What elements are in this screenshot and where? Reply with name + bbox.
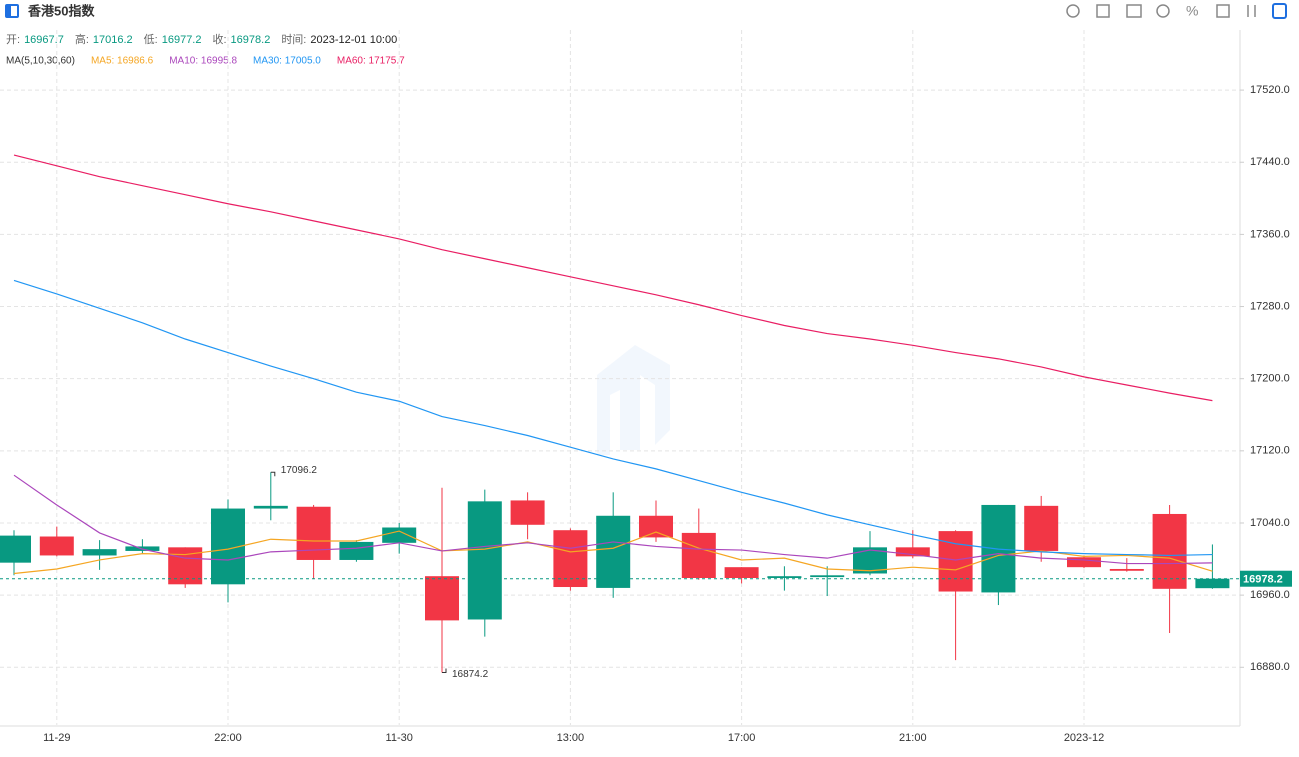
watermark [597, 345, 670, 455]
y-tick-label: 17040.0 [1250, 517, 1290, 529]
candle-body [1067, 557, 1101, 568]
ohlc-label: 收: [212, 32, 226, 46]
candle-body [639, 515, 673, 538]
candle-body [724, 567, 759, 578]
ma-line [13, 154, 1213, 402]
ohlc-value: 16978.2 [231, 34, 271, 46]
candle-body [510, 500, 545, 525]
ohlc-value: 17016.2 [93, 34, 133, 46]
candle-body [681, 532, 716, 578]
legend-entry: MA30: 17005.0 [253, 56, 321, 67]
panel-button[interactable] [1272, 3, 1287, 19]
ohlc-value: 16967.7 [24, 34, 64, 46]
legend-entry: MA60: 17175.7 [337, 56, 405, 67]
refresh-button[interactable] [1066, 4, 1080, 18]
x-tick-label: 17:00 [728, 732, 756, 744]
candle-body [425, 576, 459, 621]
ma-line [13, 474, 1213, 565]
grid-button[interactable] [1216, 4, 1230, 18]
pie-button[interactable] [1156, 4, 1170, 18]
y-tick-label: 17200.0 [1250, 373, 1290, 385]
candle-body [767, 576, 802, 578]
y-tick-label: 17120.0 [1250, 445, 1290, 457]
y-tick-label: 16880.0 [1250, 661, 1290, 673]
chart-type-button[interactable] [1126, 4, 1142, 18]
candle-body [553, 530, 588, 588]
ma-line [13, 530, 1213, 575]
y-tick-label: 17520.0 [1250, 84, 1290, 96]
ma-title: MA(5,10,30,60) [6, 56, 75, 67]
x-tick-label: 21:00 [899, 732, 927, 744]
x-tick-label: 11-30 [386, 732, 413, 744]
candle-body [1024, 505, 1059, 551]
max-marker [270, 471, 276, 477]
legend-entry: MA5: 16986.6 [91, 56, 154, 67]
ohlc-label: 高: [75, 32, 89, 46]
candle-body [39, 536, 74, 556]
legend-entry: MA10: 16995.8 [169, 56, 237, 67]
ohlc-label: 低: [144, 33, 158, 46]
ohlc-value: 16977.2 [162, 34, 202, 46]
y-tick-label: 17360.0 [1250, 228, 1290, 240]
candle-body [296, 506, 331, 560]
min-label: 16874.2 [452, 669, 489, 680]
ohlc-value: 2023-12-01 10:00 [310, 34, 397, 46]
candle-body [467, 501, 502, 620]
compare-button[interactable] [1247, 5, 1256, 17]
candle-body [382, 527, 417, 543]
candle-body [0, 535, 31, 563]
min-marker [442, 668, 447, 674]
candle-body [253, 505, 288, 509]
ma-line [13, 279, 1213, 557]
logo-icon-inner [11, 6, 17, 16]
toolbar[interactable]: % [1066, 3, 1287, 19]
candle-body [1195, 578, 1230, 589]
last-price-label: 16978.2 [1243, 574, 1283, 586]
chart-title: 香港50指数 [27, 3, 95, 18]
max-label: 17096.2 [281, 465, 318, 476]
x-tick-label: 13:00 [557, 732, 585, 744]
ohlc-label: 开: [6, 34, 20, 46]
percent-button[interactable]: % [1186, 3, 1198, 19]
candle-body [596, 515, 631, 588]
candle-body [1152, 513, 1187, 589]
y-tick-label: 17280.0 [1250, 300, 1290, 312]
candle-body [810, 575, 845, 578]
last-price-tag [1240, 570, 1292, 587]
candle-body [82, 549, 117, 556]
x-tick-label: 2023-12 [1064, 732, 1104, 744]
candle-body [339, 541, 374, 560]
y-tick-label: 16960.0 [1250, 589, 1290, 601]
candle-body [1109, 568, 1144, 571]
ohlc-label: 时间: [281, 33, 306, 46]
candle-body [895, 547, 930, 557]
x-tick-label: 22:00 [214, 732, 242, 744]
x-tick-label: 11-29 [43, 732, 70, 744]
draw-button[interactable] [1096, 4, 1110, 18]
y-tick-label: 17440.0 [1250, 156, 1290, 168]
candle-body [938, 531, 973, 592]
